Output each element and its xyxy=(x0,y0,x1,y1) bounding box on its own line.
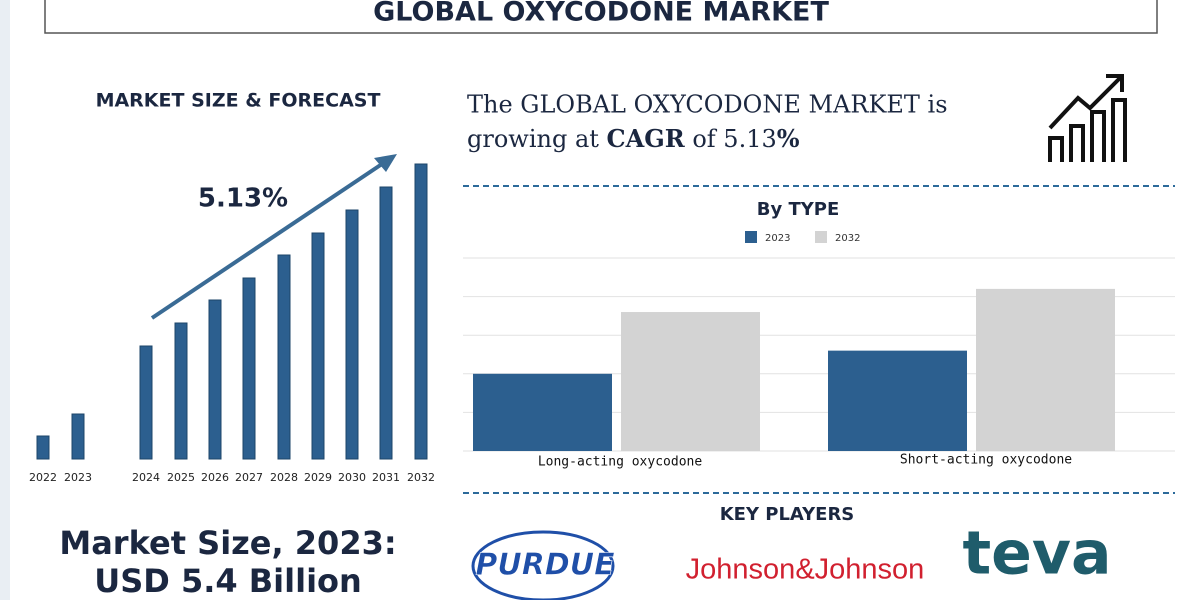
headline-text: of 5.13 xyxy=(685,125,777,153)
company-logo: PURDUE xyxy=(475,548,615,583)
legend-label: 2032 xyxy=(835,233,860,244)
bar xyxy=(976,288,1115,451)
x-tick-label: 2023 xyxy=(64,471,92,484)
bar xyxy=(379,186,393,460)
bar xyxy=(242,277,256,460)
bar xyxy=(36,435,50,460)
bar xyxy=(277,254,291,460)
purdue-logo xyxy=(471,530,615,600)
section-title: KEY PLAYERS xyxy=(720,504,855,525)
type-chart: 2023 2032 Long-acting oxycodone Short-actin… xyxy=(463,231,1175,470)
bar xyxy=(174,322,188,460)
legend-swatch xyxy=(745,231,757,243)
legend-label: 2023 xyxy=(765,233,790,244)
bar xyxy=(828,350,967,451)
x-tick-label: 2024 xyxy=(132,471,160,484)
headline-text: CAGR xyxy=(607,124,686,153)
bar xyxy=(139,345,153,460)
bar xyxy=(311,232,325,460)
forecast-chart: 2022 2023 2024 2025 2026 2027 2028 2029 2030 2031… xyxy=(29,163,435,484)
chart-title: MARKET SIZE & FORECAST xyxy=(96,90,381,112)
bar xyxy=(414,163,428,460)
headline-line: The GLOBAL OXYCODONE MARKET is xyxy=(467,91,948,119)
bar xyxy=(208,299,222,460)
x-tick-label: Short-acting oxycodone xyxy=(900,453,1072,468)
x-tick-label: Long-acting oxycodone xyxy=(538,455,703,470)
left-edge xyxy=(0,0,10,600)
market-size-label: Market Size, 2023: xyxy=(59,524,396,562)
chart-title: By TYPE xyxy=(757,199,840,220)
growth-icon xyxy=(1048,74,1127,162)
bar xyxy=(345,209,359,460)
market-size-value: USD 5.4 Billion xyxy=(94,562,362,600)
x-tick-label: 2032 xyxy=(407,471,435,484)
growth-arrow xyxy=(150,160,387,320)
x-tick-label: 2027 xyxy=(235,471,263,484)
bar xyxy=(473,373,612,451)
x-tick-label: 2030 xyxy=(338,471,366,484)
x-tick-label: 2031 xyxy=(372,471,400,484)
bar xyxy=(621,312,760,451)
title-box xyxy=(44,0,1158,34)
x-tick-label: 2028 xyxy=(270,471,298,484)
company-logo: Johnson&Johnson xyxy=(686,554,925,586)
bar xyxy=(71,413,85,460)
cagr-annotation: 5.13% xyxy=(198,184,288,214)
x-tick-label: 2026 xyxy=(201,471,229,484)
page-title: GLOBAL OXYCODONE MARKET xyxy=(373,0,829,28)
company-logo: teva xyxy=(963,519,1112,589)
headline-line: growing at CAGR of 5.13% xyxy=(467,124,800,153)
x-tick-label: 2029 xyxy=(304,471,332,484)
legend-swatch xyxy=(815,231,827,243)
headline-text: % xyxy=(777,124,800,153)
x-tick-label: 2022 xyxy=(29,471,57,484)
arrow-head xyxy=(374,154,397,172)
headline-text: growing at xyxy=(467,125,607,153)
x-tick-label: 2025 xyxy=(167,471,195,484)
